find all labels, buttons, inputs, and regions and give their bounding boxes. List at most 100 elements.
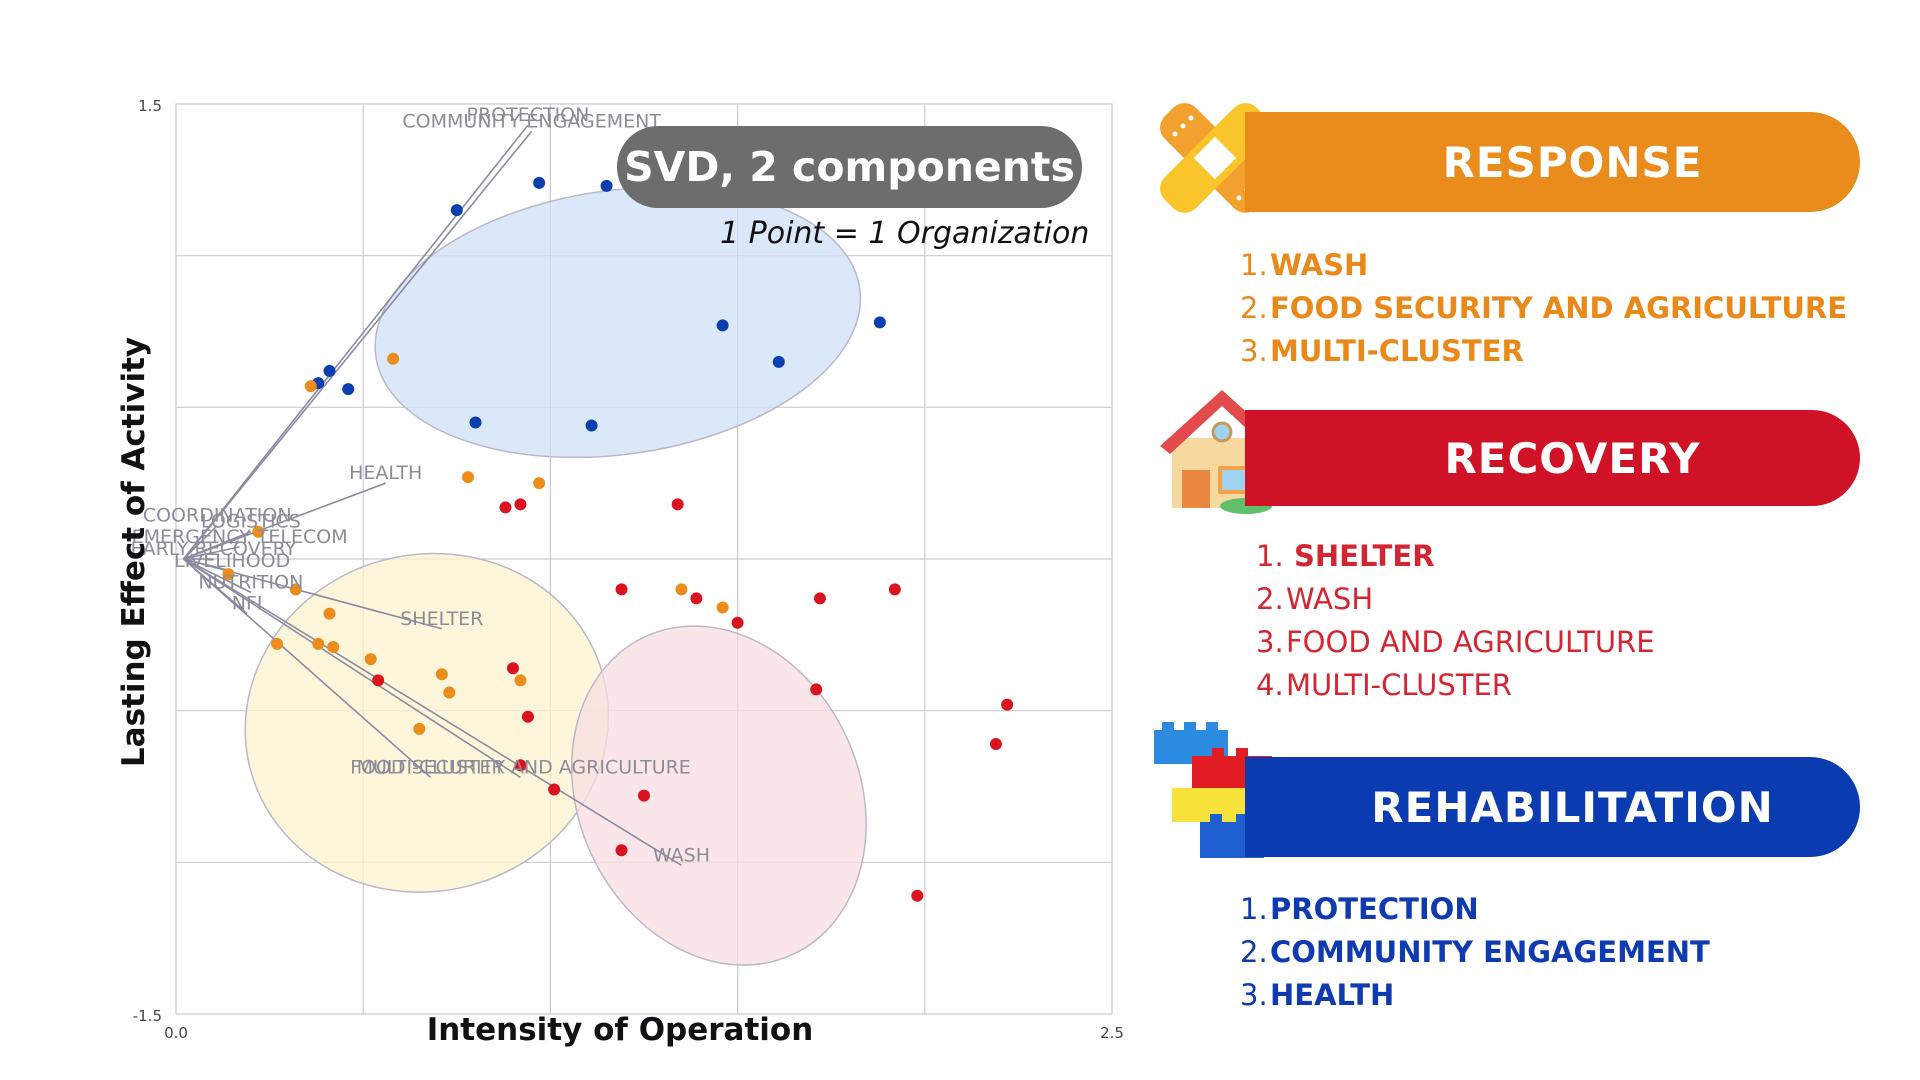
loading-vector [183,558,682,867]
response-point [304,380,317,393]
recovery-list-number: 1. [1256,539,1284,573]
rehabilitation-point [342,383,355,396]
loading-vector [182,124,529,560]
loading-label: LIVELIHOOD [174,550,290,572]
loading-label: EARLY RECOVERY [131,538,297,560]
response-point [312,637,325,650]
response-list-label: MULTI-CLUSTER [1270,334,1524,368]
loading-vector [183,482,386,560]
loading-label: EMERGENCY TELECOM [132,526,348,548]
axis-ticks: 1.5 -1.5 0.0 2.5 [133,97,1124,1042]
recovery-list-item: 2.WASH [1256,578,1655,621]
recovery-point [690,592,703,605]
rehabilitation-point [716,319,729,332]
recovery-list: 1. SHELTER 2.WASH 3.FOOD AND AGRICULTURE 4.M… [1256,535,1655,707]
organization-points [222,176,1014,902]
y-axis-label: Lasting Effect of Activity [116,337,152,767]
rehabilitation-title: REHABILITATION [1371,782,1774,832]
response-point [252,525,265,538]
rehabilitation-list-label: PROTECTION [1270,892,1479,926]
loading-label: COORDINATION [143,505,292,527]
response-list-item: 2.FOOD SECURITY AND AGRICULTURE [1240,287,1847,330]
bandage-icon [1160,103,1270,213]
rehabilitation-list-label: COMMUNITY ENGAGEMENT [1270,935,1710,969]
recovery-point [499,501,512,514]
response-list-label: FOOD SECURITY AND AGRICULTURE [1270,291,1848,325]
recovery-cluster-ellipse [570,625,867,966]
y-tick-top: 1.5 [138,97,162,115]
x-axis-label: Intensity of Operation [427,1012,814,1048]
y-tick-bottom: -1.5 [133,1007,162,1025]
rehabilitation-list-number: 2. [1240,935,1268,969]
response-point [675,583,688,596]
rehabilitation-list-item: 2.COMMUNITY ENGAGEMENT [1240,931,1710,974]
recovery-list-number: 3. [1256,625,1284,659]
loading-label: HEALTH [349,462,422,484]
response-point [533,477,546,490]
recovery-point [372,674,385,687]
rehabilitation-point [450,204,463,217]
rehabilitation-list-label: HEALTH [1270,978,1395,1012]
rehabilitation-list-item: 1.PROTECTION [1240,888,1710,931]
recovery-point [506,662,519,675]
loading-label: NUTRITION [198,571,303,593]
rehabilitation-list-item: 3.HEALTH [1240,974,1710,1017]
response-point [323,607,336,620]
response-point [289,583,302,596]
response-point [462,471,475,484]
response-point [327,640,340,653]
response-banner: RESPONSE [1245,112,1860,212]
loading-label: SHELTER [400,608,483,630]
recovery-list-label: FOOD AND AGRICULTURE [1286,625,1655,659]
loading-label: FOOD SECURITY AND AGRICULTURE [350,756,691,778]
loading-label: MULTI-CLUSTER [357,756,505,778]
recovery-point [521,710,534,723]
response-point [271,637,284,650]
rehabilitation-list-number: 3. [1240,978,1268,1012]
recovery-point [671,498,684,511]
response-point [716,601,729,614]
recovery-point [638,789,650,802]
rehabilitation-point [323,364,336,377]
svd-components-badge: SVD, 2 components [617,126,1082,208]
point-legend-note: 1 Point = 1 Organization [720,216,1090,251]
response-point [413,722,426,735]
loading-vector [182,130,533,560]
recovery-point [548,783,561,796]
loading-vector [183,558,252,594]
rehabilitation-list-number: 1. [1240,892,1268,926]
response-point [364,653,377,666]
response-list-label: WASH [1270,248,1369,282]
rehabilitation-list: 1.PROTECTION 2.COMMUNITY ENGAGEMENT 3.HEAL… [1240,888,1710,1017]
cluster-ellipses [244,186,867,966]
recovery-point [813,592,826,605]
loading-vector [182,525,218,560]
x-tick-left: 0.0 [164,1024,188,1042]
response-point [514,674,527,687]
recovery-point [911,889,924,902]
loading-vector [183,546,240,560]
loading-label: LOGISTICS [201,511,301,533]
response-list-item: 1.WASH [1240,244,1847,287]
rehabilitation-point [772,355,785,368]
response-title: RESPONSE [1442,137,1703,187]
rehabilitation-point [873,316,886,329]
recovery-list-item: 1. SHELTER [1256,535,1655,578]
recovery-point [514,498,527,511]
recovery-list-label: MULTI-CLUSTER [1286,668,1512,702]
recovery-banner: RECOVERY [1245,410,1860,506]
recovery-list-item: 3.FOOD AND AGRICULTURE [1256,621,1655,664]
response-point [387,352,400,365]
loading-vectors [182,124,682,867]
loading-vector [183,558,521,779]
recovery-point [989,738,1002,751]
recovery-list-label: WASH [1286,582,1374,616]
x-tick-right: 2.5 [1100,1024,1124,1042]
recovery-point [615,844,628,857]
rehabilitation-cluster-ellipse [374,186,862,459]
recovery-list-number: 2. [1256,582,1284,616]
loading-label: WASH [653,844,710,866]
loading-vector [182,558,432,778]
